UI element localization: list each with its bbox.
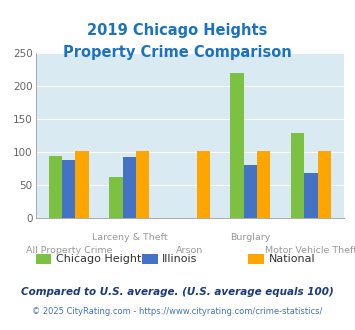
- Text: Motor Vehicle Theft: Motor Vehicle Theft: [265, 246, 355, 255]
- Text: © 2025 CityRating.com - https://www.cityrating.com/crime-statistics/: © 2025 CityRating.com - https://www.city…: [32, 307, 323, 316]
- Text: Compared to U.S. average. (U.S. average equals 100): Compared to U.S. average. (U.S. average …: [21, 287, 334, 297]
- Bar: [291, 133, 304, 218]
- Text: Illinois: Illinois: [162, 254, 198, 264]
- Text: All Property Crime: All Property Crime: [26, 246, 112, 255]
- Text: Burglary: Burglary: [230, 233, 271, 242]
- Bar: [109, 177, 123, 218]
- Text: Larceny & Theft: Larceny & Theft: [92, 233, 167, 242]
- Bar: [197, 151, 210, 218]
- Text: 2019 Chicago Heights: 2019 Chicago Heights: [87, 23, 268, 38]
- Bar: [244, 165, 257, 218]
- Bar: [76, 151, 89, 218]
- Bar: [136, 151, 149, 218]
- Bar: [257, 151, 271, 218]
- Text: Property Crime Comparison: Property Crime Comparison: [63, 45, 292, 59]
- Bar: [49, 156, 62, 218]
- Text: National: National: [269, 254, 315, 264]
- Text: Chicago Heights: Chicago Heights: [56, 254, 147, 264]
- Bar: [62, 160, 76, 218]
- Bar: [230, 73, 244, 218]
- Bar: [304, 173, 318, 218]
- Text: Arson: Arson: [176, 246, 203, 255]
- Bar: [318, 151, 331, 218]
- Bar: [123, 157, 136, 218]
